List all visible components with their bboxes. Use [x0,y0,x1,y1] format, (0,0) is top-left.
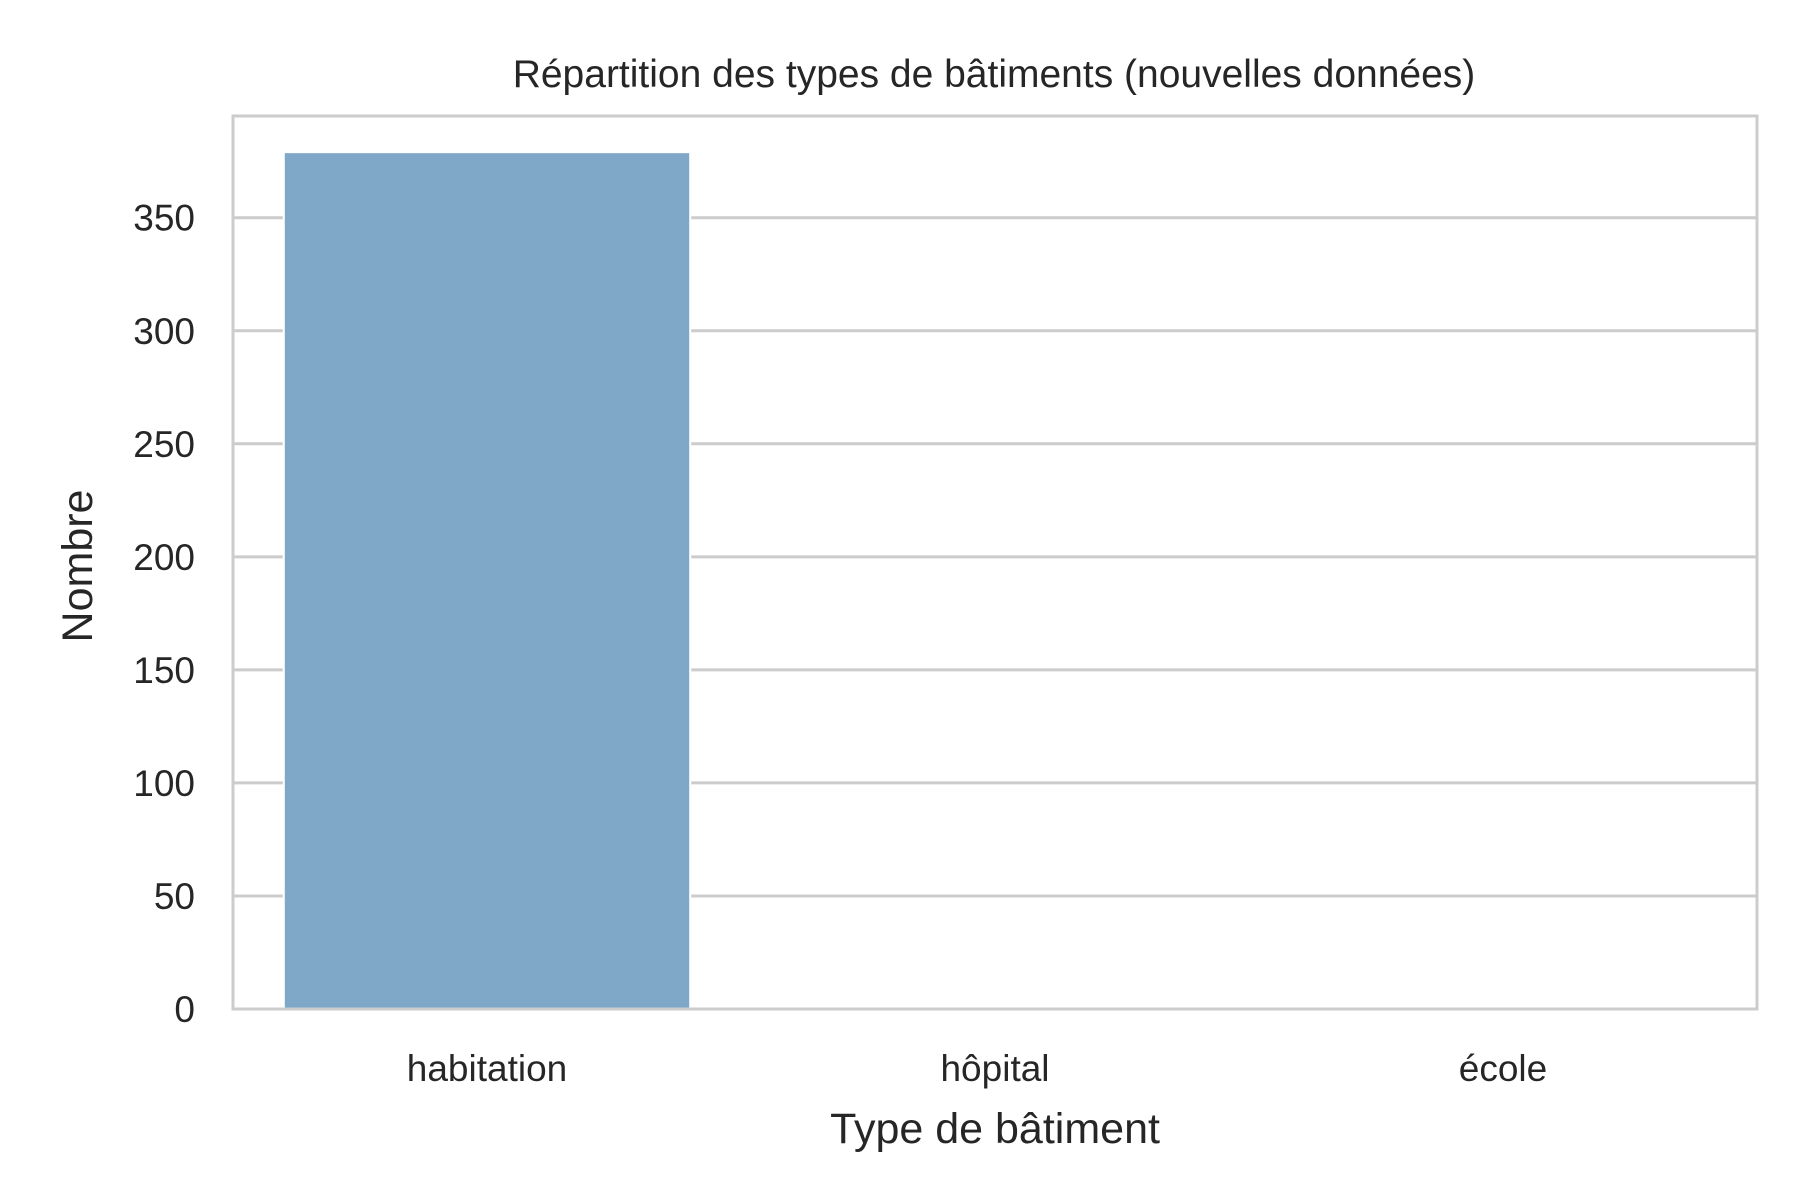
y-axis-label: Nombre [54,490,102,643]
y-tick-label: 250 [133,424,195,465]
x-tick-label: école [1459,1048,1547,1089]
x-tick-labels: habitation hôpital école [407,1048,1547,1089]
y-tick-label: 200 [133,537,195,578]
chart-title: Répartition des types de bâtiments (nouv… [513,53,1476,96]
bar-habitation [282,151,692,1010]
x-axis-label: Type de bâtiment [830,1105,1160,1153]
y-tick-labels: 0 50 100 150 200 250 300 350 [133,198,195,1030]
bars [282,151,692,1010]
y-tick-label: 0 [174,989,195,1030]
y-tick-label: 300 [133,311,195,352]
y-tick-label: 100 [133,763,195,804]
plot-frame [231,114,1759,1011]
y-tick-label: 50 [154,876,195,917]
y-tick-label: 350 [133,198,195,239]
y-tick-label: 150 [133,650,195,691]
x-tick-label: habitation [407,1048,567,1089]
x-tick-label: hôpital [940,1048,1049,1089]
